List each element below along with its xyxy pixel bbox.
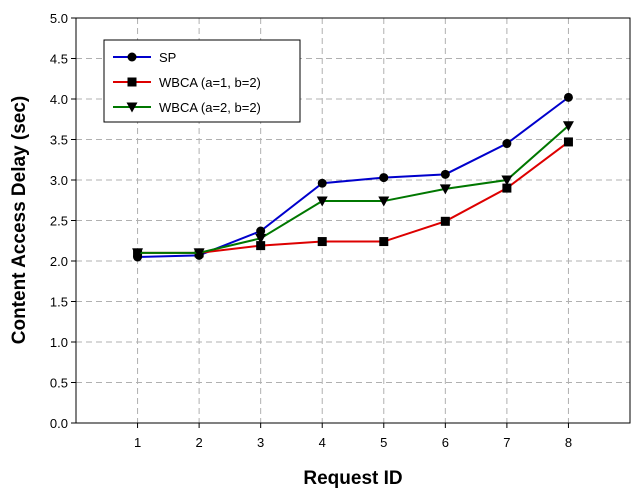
y-tick-label: 3.5 [50,133,68,148]
data-point [378,196,390,207]
x-tick-label: 3 [257,435,264,450]
data-point [132,248,144,259]
series-line [137,124,570,254]
legend-entry: SP [113,50,176,65]
legend-marker [127,52,137,62]
x-tick-label: 6 [442,435,449,450]
data-point [255,233,267,244]
y-tick-label: 3.0 [50,173,68,188]
data-point [563,92,573,102]
data-point [439,184,451,195]
y-tick-label: 4.5 [50,52,68,67]
legend-label: WBCA (a=2, b=2) [159,100,261,115]
legend-label: WBCA (a=1, b=2) [159,75,261,90]
data-point [379,237,389,247]
legend: SP WBCA (a=1, b=2) WBCA (a=2, b=2) [103,39,301,123]
series-line [137,141,570,254]
y-tick-label: 5.0 [50,11,68,26]
series-3 [132,121,574,259]
data-point [562,121,574,132]
y-axis-ticks: 0.0 0.5 1.0 1.5 2.0 2.5 3.0 3.5 4.0 4.5 5.0 [50,11,76,431]
data-point [501,175,513,186]
x-tick-label: 4 [319,435,326,450]
legend-entry: WBCA (a=1, b=2) [113,75,261,90]
x-axis-title: Request ID [303,468,402,489]
data-point [317,178,327,188]
series-group [132,92,574,262]
x-tick-label: 7 [503,435,510,450]
y-tick-label: 1.0 [50,335,68,350]
legend-entry: WBCA (a=2, b=2) [113,100,261,115]
y-tick-label: 1.5 [50,295,68,310]
y-tick-label: 4.0 [50,92,68,107]
data-point [256,241,266,251]
x-axis-ticks: 1 2 3 4 5 6 7 8 [134,423,572,450]
data-point [563,137,573,147]
data-point [193,248,205,259]
data-point [317,237,327,247]
y-tick-label: 2.0 [50,254,68,269]
x-tick-label: 2 [195,435,202,450]
legend-label: SP [159,50,176,65]
data-point [316,196,328,207]
y-tick-label: 0.0 [50,416,68,431]
data-point [440,169,450,179]
legend-marker [126,102,138,113]
y-axis-title: Content Access Delay (sec) [9,96,30,345]
data-point [502,139,512,149]
y-tick-label: 0.5 [50,376,68,391]
x-tick-label: 1 [134,435,141,450]
data-point [440,216,450,226]
x-tick-label: 5 [380,435,387,450]
data-point [256,226,266,236]
data-point [379,173,389,183]
legend-marker [127,77,137,87]
data-point [502,183,512,193]
x-tick-label: 8 [565,435,572,450]
y-tick-label: 2.5 [50,214,68,229]
